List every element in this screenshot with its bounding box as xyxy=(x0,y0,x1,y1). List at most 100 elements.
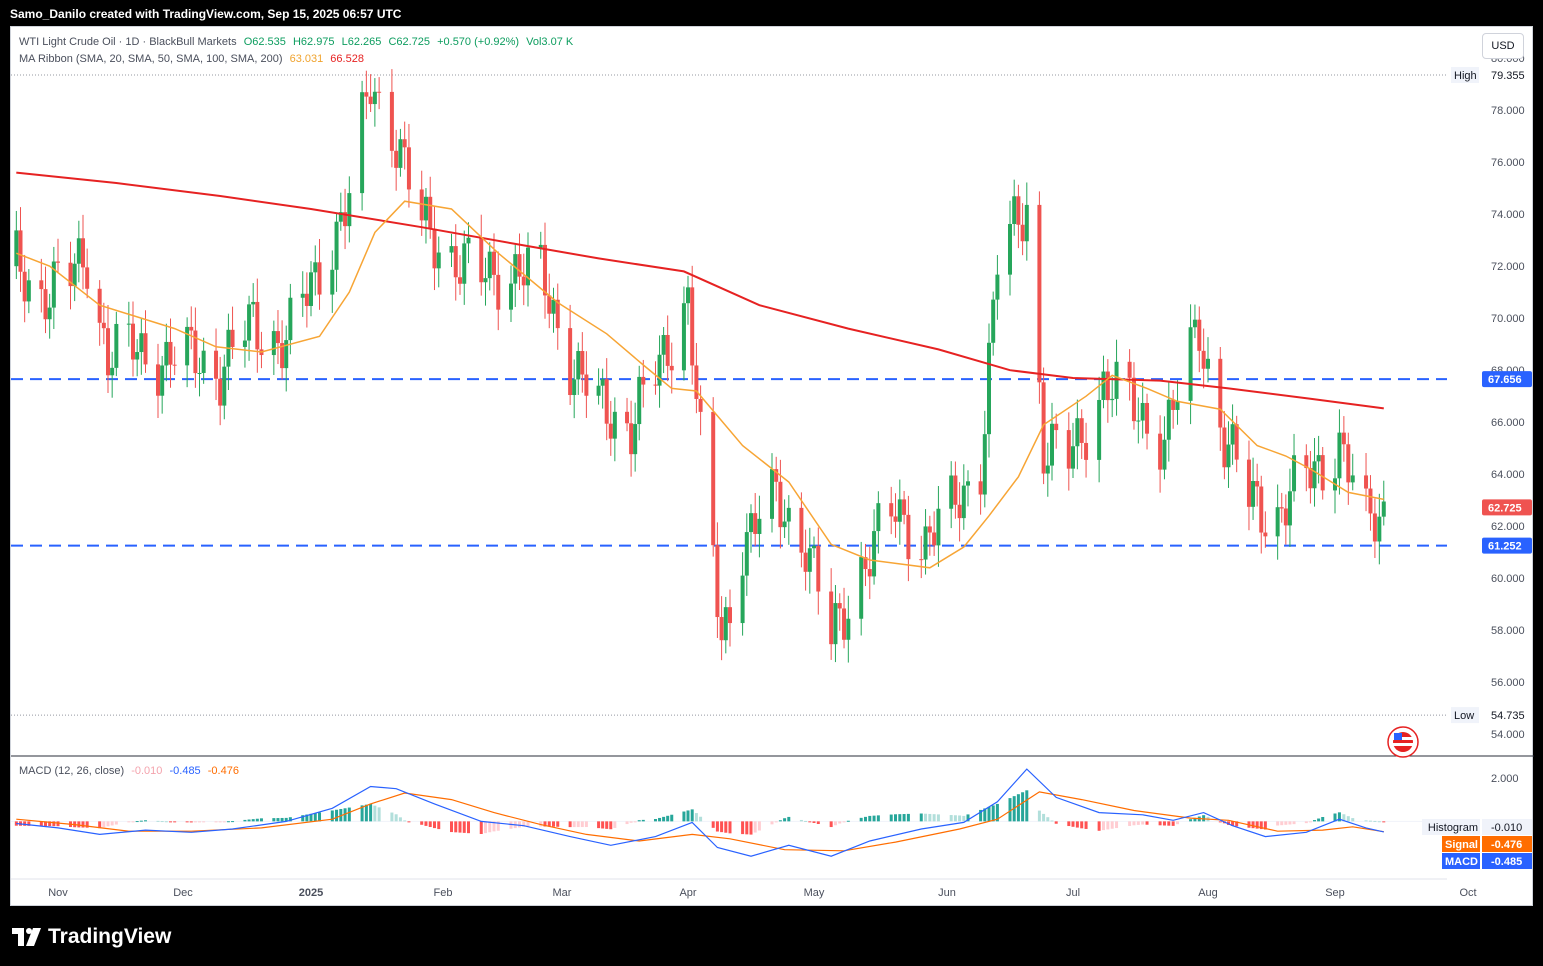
candle-body xyxy=(189,326,194,331)
candle-body xyxy=(423,196,428,221)
candle-body xyxy=(334,221,339,270)
price-chart[interactable]: 80.00078.00076.00074.00072.00070.00068.0… xyxy=(11,27,1534,907)
macd-histogram-bar xyxy=(343,808,347,822)
candle-body xyxy=(694,365,699,399)
candle-body xyxy=(458,277,462,284)
candle-body xyxy=(629,423,634,455)
low-value: L62.265 xyxy=(341,36,382,48)
macd-histogram-bar xyxy=(568,821,572,828)
currency-button[interactable]: USD xyxy=(1482,33,1524,59)
candle-body xyxy=(197,372,202,374)
price-tick-label: 74.000 xyxy=(1491,209,1525,221)
last-price-value: 62.725 xyxy=(1488,502,1522,514)
macd-histogram-bar xyxy=(1171,821,1175,826)
candle-body xyxy=(347,193,352,227)
macd-histogram-bar xyxy=(272,818,276,822)
macd-histogram-bar xyxy=(690,809,694,822)
candle-body xyxy=(39,280,44,290)
macd-histogram-bar xyxy=(1284,821,1288,825)
candle-body xyxy=(1316,455,1321,462)
candle-body xyxy=(1263,532,1268,537)
time-axis-label: Apr xyxy=(679,887,696,899)
macd-histogram-bar xyxy=(787,816,791,822)
candle-body xyxy=(51,261,56,308)
macd-histogram-bar xyxy=(309,813,313,822)
macd-histogram-bar xyxy=(509,821,513,829)
macd-histogram-bar xyxy=(749,821,753,835)
candle-body xyxy=(43,289,48,320)
candle-body xyxy=(47,307,52,320)
macd-histogram-bar xyxy=(1364,820,1368,822)
candle-body xyxy=(135,352,140,360)
macd-histogram-bar xyxy=(1368,820,1372,822)
candle-body xyxy=(1012,196,1017,224)
macd-histogram-bar xyxy=(280,817,284,822)
candle-body xyxy=(665,334,670,366)
macd-signal-value: -0.476 xyxy=(207,765,239,777)
candle-body xyxy=(1140,402,1145,421)
candle-body xyxy=(1206,358,1210,369)
macd-histogram-bar xyxy=(1016,794,1020,822)
macd-tag-label: Histogram xyxy=(1428,822,1478,834)
macd-histogram-bar xyxy=(543,821,547,827)
macd-histogram-bar xyxy=(625,821,629,825)
macd-histogram-bar xyxy=(488,821,492,833)
symbol-legend: WTI Light Crude Oil · 1D · BlackBull Mar… xyxy=(19,36,577,48)
macd-histogram-bar xyxy=(1276,821,1280,826)
candle-body xyxy=(160,365,165,396)
candle-body xyxy=(1071,446,1075,469)
ma-ribbon-label[interactable]: MA Ribbon (SMA, 20, SMA, 50, SMA, 100, S… xyxy=(19,53,283,65)
macd-histogram-bar xyxy=(576,821,580,828)
candle-body xyxy=(1114,361,1119,399)
candle-body xyxy=(377,91,382,93)
macd-histogram-bar xyxy=(928,813,932,822)
candle-body xyxy=(338,212,343,222)
time-axis-label: Oct xyxy=(1459,887,1476,899)
ma200-value: 66.528 xyxy=(330,53,364,65)
candle-body xyxy=(1381,501,1386,517)
candle-body xyxy=(698,398,703,412)
macd-histogram-bar xyxy=(906,813,910,822)
macd-line xyxy=(16,768,1384,857)
symbol-label[interactable]: WTI Light Crude Oil · 1D · BlackBull Mar… xyxy=(19,36,237,48)
candle-body xyxy=(68,262,73,287)
macd-histogram-bar xyxy=(699,816,703,822)
flag-stripe xyxy=(1393,737,1413,740)
macd-histogram-bar xyxy=(799,819,803,822)
candle-body xyxy=(1084,442,1089,460)
macd-histogram-bar xyxy=(202,821,206,823)
candle-body xyxy=(360,92,365,194)
macd-histogram-bar xyxy=(1054,821,1058,824)
candle-body xyxy=(600,379,605,386)
macd-histogram-bar xyxy=(424,821,428,826)
macd-histogram-bar xyxy=(1158,821,1162,826)
candle-body xyxy=(496,274,501,310)
candle-body xyxy=(608,423,613,439)
candle-body xyxy=(313,262,318,273)
macd-histogram-bar xyxy=(428,821,432,827)
macd-histogram-bar xyxy=(1101,821,1105,831)
macd-histogram-bar xyxy=(56,821,60,827)
candle-body xyxy=(936,508,941,546)
macd-histogram-bar xyxy=(518,821,521,828)
chart-frame[interactable]: 80.00078.00076.00074.00072.00070.00068.0… xyxy=(10,26,1534,907)
macd-histogram-bar xyxy=(454,821,458,833)
candle-body xyxy=(126,323,131,325)
macd-histogram-bar xyxy=(902,814,906,822)
macd-histogram-bar xyxy=(484,821,487,834)
macd-histogram-bar xyxy=(1106,821,1110,830)
macd-histogram-bar xyxy=(1193,817,1197,822)
candle-body xyxy=(317,262,322,295)
tradingview-logo[interactable]: TradingView xyxy=(12,925,171,949)
candle-body xyxy=(555,299,560,329)
macd-histogram-bar xyxy=(1308,821,1312,823)
candle-body xyxy=(72,263,77,287)
macd-histogram-bar xyxy=(318,812,322,822)
candle-body xyxy=(982,434,987,495)
macd-histogram-bar xyxy=(774,821,778,823)
macd-signal-line xyxy=(16,791,1384,852)
candle-body xyxy=(1050,423,1054,466)
macd-histogram-bar xyxy=(1141,821,1145,825)
macd-label[interactable]: MACD (12, 26, close) xyxy=(19,765,125,777)
us-flag-icon xyxy=(1387,726,1419,758)
